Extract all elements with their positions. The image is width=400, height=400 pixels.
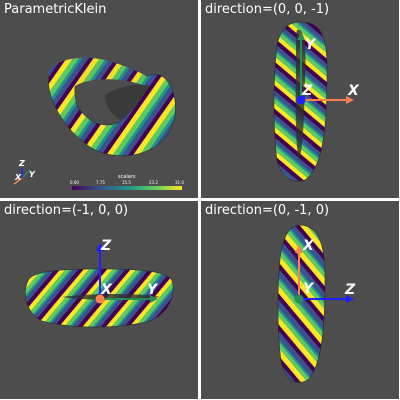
axis-label-z: Z — [301, 83, 313, 99]
pane-title: ParametricKlein — [4, 2, 106, 18]
klein-render: X Y Z — [201, 0, 399, 198]
pane-title: direction=(-1, 0, 0) — [4, 203, 128, 219]
scalar-bar-tick: 15.5 — [122, 180, 131, 185]
klein-surface — [48, 58, 175, 156]
viewport-perspective[interactable]: Z X Y scalars 0.00 7.75 15.5 23.2 31.0 P… — [0, 0, 198, 198]
axis-label-x: X — [302, 238, 315, 254]
scalar-bar-tick: 7.75 — [96, 180, 105, 185]
axis-label-x: X — [100, 282, 113, 298]
klein-render: X Z Y — [201, 201, 399, 399]
viewport-side[interactable]: Z Y X direction=(-1, 0, 0) — [0, 201, 198, 399]
widget-z-label: Z — [18, 159, 25, 168]
axis-label-z: Z — [344, 282, 356, 298]
viewport-top[interactable]: X Y Z direction=(0, 0, -1) — [201, 0, 399, 198]
scalar-bar: scalars 0.00 7.75 15.5 23.2 31.0 — [70, 174, 184, 190]
scalar-bar-tick: 23.2 — [149, 180, 158, 185]
klein-render: Z Y X — [0, 201, 198, 399]
orientation-axes-widget: Z X Y — [14, 159, 36, 184]
klein-render: Z X Y scalars 0.00 7.75 15.5 23.2 31.0 — [0, 0, 198, 198]
scalar-bar-tick: 31.0 — [175, 180, 184, 185]
pane-title: direction=(0, 0, -1) — [205, 2, 329, 18]
viewport-front[interactable]: X Z Y direction=(0, -1, 0) — [201, 201, 399, 399]
axis-label-x: X — [347, 83, 360, 99]
widget-y-label: Y — [29, 170, 36, 179]
pane-title: direction=(0, -1, 0) — [205, 203, 329, 219]
scalar-bar-gradient — [72, 186, 182, 190]
axis-label-z: Z — [100, 238, 112, 254]
widget-x-label: X — [14, 173, 22, 182]
scalar-bar-tick: 0.00 — [70, 180, 79, 185]
klein-surface — [278, 225, 325, 382]
